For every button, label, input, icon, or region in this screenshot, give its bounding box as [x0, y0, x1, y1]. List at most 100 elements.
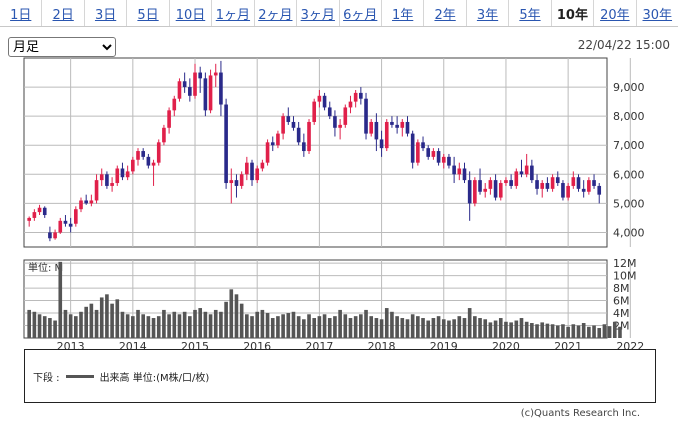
candle-body: [587, 180, 591, 192]
price-tick-label: 5,000: [613, 197, 645, 210]
volume-bar: [156, 316, 161, 338]
candle-body: [172, 98, 177, 111]
tab-0[interactable]: 1日: [0, 0, 43, 26]
candle-body: [208, 75, 213, 111]
volume-bar: [203, 311, 208, 338]
candle-body: [131, 159, 135, 172]
volume-bar: [576, 325, 581, 338]
price-tick-label: 6,000: [613, 168, 645, 181]
legend-text: 下段 : 出来高 単位:(M株/口/枚): [33, 369, 209, 384]
candle-body: [167, 110, 171, 128]
volume-bar: [530, 323, 534, 338]
candle-body: [276, 133, 280, 146]
tab-8[interactable]: 6ヶ月: [340, 0, 382, 26]
tab-13[interactable]: 10年: [552, 0, 595, 26]
volume-bar: [524, 321, 529, 338]
candle-body: [581, 188, 586, 192]
volume-bar: [416, 316, 420, 338]
candle-body: [514, 171, 519, 186]
volume-bar: [151, 318, 156, 338]
x-tick-label: 2018: [368, 340, 396, 350]
candle-body: [224, 104, 228, 184]
candle-body: [99, 174, 104, 181]
candle-body: [431, 151, 436, 157]
volume-bar: [327, 318, 332, 338]
volume-bar: [441, 319, 446, 338]
tab-4[interactable]: 10日: [170, 0, 213, 26]
volume-bar: [105, 294, 109, 338]
copyright: (c)Quants Research Inc.: [520, 408, 640, 419]
tab-9[interactable]: 1年: [382, 0, 425, 26]
volume-bar: [110, 303, 114, 338]
candle-body: [63, 220, 68, 224]
volume-bar: [488, 322, 493, 338]
volume-bar: [493, 320, 498, 338]
volume-bar: [255, 311, 260, 338]
volume-bar: [32, 311, 37, 338]
volume-bar: [250, 316, 254, 338]
candle-body: [162, 127, 166, 143]
tab-1[interactable]: 2日: [42, 0, 85, 26]
price-tick-label: 4,000: [613, 226, 645, 239]
volume-bar: [234, 294, 239, 338]
candle-body: [535, 180, 539, 189]
tab-5[interactable]: 1ヶ月: [212, 0, 255, 26]
tab-15[interactable]: 30年: [642, 7, 673, 23]
volume-bar: [540, 322, 545, 338]
tab-2[interactable]: 3日: [85, 0, 128, 26]
candle-body: [504, 180, 508, 184]
x-tick-label: 2013: [57, 340, 85, 350]
candle-body: [27, 217, 31, 221]
volume-bar: [400, 318, 405, 338]
candle-body: [302, 142, 306, 152]
volume-bar: [478, 318, 482, 338]
tab-11[interactable]: 3年: [467, 0, 510, 26]
candle-body: [188, 87, 192, 96]
volume-bar: [115, 299, 120, 338]
candle-body: [467, 180, 472, 204]
period-select[interactable]: 月足: [8, 37, 116, 57]
volume-bar: [467, 308, 472, 338]
tab-12[interactable]: 5年: [509, 0, 552, 26]
candle-body: [405, 121, 410, 134]
candle-body: [348, 101, 353, 108]
tab-6[interactable]: 2ヶ月: [255, 0, 298, 26]
x-tick-label: 2017: [305, 340, 333, 350]
tab-10[interactable]: 2年: [424, 0, 467, 26]
candle-body: [493, 180, 498, 198]
candle-body: [213, 72, 218, 76]
volume-bar: [307, 314, 311, 338]
candle-body: [374, 121, 379, 140]
volume-bar: [338, 309, 342, 338]
volume-bar: [421, 318, 425, 338]
candle-body: [136, 151, 140, 160]
volume-bar: [265, 313, 270, 338]
volume-bar: [602, 324, 607, 338]
stock-chart: 2013 2014 2015 2016 2017 2018 2019 2020 2021 2022…: [23, 57, 645, 350]
volume-bar: [270, 318, 275, 338]
x-tick-label: 2020: [492, 340, 520, 350]
tab-14[interactable]: 20年: [594, 0, 637, 26]
candle-body: [234, 180, 239, 186]
candle-body: [369, 121, 374, 134]
volume-bar: [384, 308, 389, 338]
candle-body: [146, 156, 151, 166]
candle-body: [260, 162, 265, 169]
candle-body: [343, 107, 348, 125]
volume-bar: [555, 325, 560, 338]
volume-tick-label: 8M: [613, 282, 630, 295]
volume-bar: [141, 314, 146, 338]
candle-body: [141, 151, 146, 157]
candle-body: [597, 185, 602, 195]
volume-bar: [618, 326, 622, 338]
candle-body: [566, 185, 570, 198]
volume-tick-label: 12M: [613, 257, 637, 270]
tab-7[interactable]: 3ヶ月: [297, 0, 340, 26]
candle-body: [426, 148, 431, 157]
price-tick-label: 7,000: [613, 139, 645, 152]
volume-bar: [219, 311, 223, 338]
candle-body: [296, 127, 301, 143]
candle-body: [48, 232, 52, 239]
volume-bar: [353, 316, 358, 338]
tab-3[interactable]: 5日: [127, 0, 170, 26]
